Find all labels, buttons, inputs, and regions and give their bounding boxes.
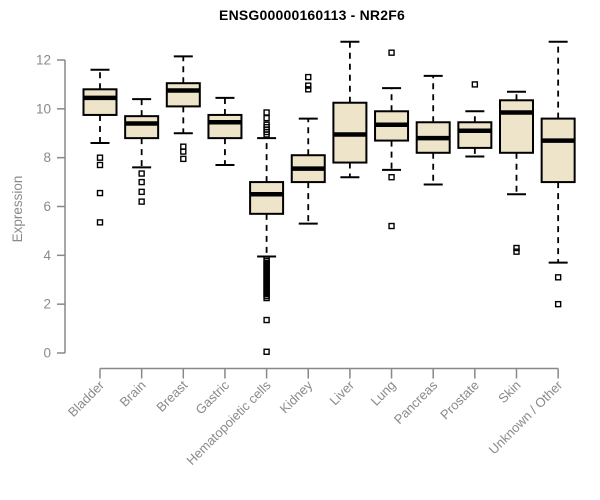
outlier-point <box>180 148 187 155</box>
outlier-point <box>263 131 270 138</box>
y-tick-label: 2 <box>43 297 51 312</box>
y-axis: 0 2 4 6 8 10 12 <box>36 53 66 361</box>
outlier-point <box>263 109 270 116</box>
boxplot-box <box>499 90 534 255</box>
outlier-point <box>513 248 520 255</box>
boxplot-box <box>124 98 160 205</box>
boxplot-box <box>165 55 201 163</box>
boxplot-box <box>332 40 368 179</box>
outlier-point <box>96 161 104 169</box>
outlier-point <box>138 188 145 196</box>
outlier-point <box>513 244 520 252</box>
outlier-point <box>263 348 270 355</box>
x-axis-label: Skin <box>495 378 523 406</box>
iqr-box <box>540 117 576 184</box>
outlier-point <box>263 316 270 324</box>
x-axis-label: Unknown / Other <box>486 377 566 457</box>
boxplot-box <box>374 49 410 230</box>
boxplot-box <box>540 40 576 308</box>
outlier-point <box>263 294 270 302</box>
iqr-box <box>207 113 243 140</box>
outlier-point <box>305 73 312 81</box>
chart-title: ENSG00000160113 - NR2F6 <box>219 7 405 23</box>
outlier-point <box>388 49 395 56</box>
y-tick-label: 10 <box>36 101 51 116</box>
y-tick-label: 0 <box>43 346 51 361</box>
boxplot-box <box>415 74 451 186</box>
outlier-point <box>96 154 104 161</box>
iqr-box <box>457 121 493 149</box>
iqr-box <box>124 115 160 140</box>
iqr-box <box>82 88 118 116</box>
boxplot-box <box>457 81 493 158</box>
outlier-point <box>263 114 270 122</box>
x-axis-label: Prostate <box>437 378 482 423</box>
iqr-box <box>165 82 201 108</box>
iqr-box <box>499 99 534 154</box>
outlier-point <box>388 222 395 230</box>
outlier-point <box>388 173 395 181</box>
y-tick-label: 8 <box>43 150 51 165</box>
outlier-point <box>305 86 312 93</box>
outlier-point <box>96 219 104 226</box>
x-axis-label: Brain <box>117 378 149 410</box>
x-axis-label: Breast <box>153 377 190 414</box>
outlier-point <box>138 198 145 205</box>
outlier-point <box>471 81 479 88</box>
x-axis-label: Lung <box>368 378 399 409</box>
x-axis-label: Bladder <box>65 377 108 420</box>
x-axis-label: Gastric <box>192 377 232 417</box>
outlier-point <box>96 189 104 197</box>
y-tick-label: 4 <box>43 248 51 263</box>
outlier-point <box>138 170 145 177</box>
outlier-point <box>305 82 312 89</box>
outlier-point <box>554 274 562 281</box>
x-axis-label: Liver <box>326 377 357 408</box>
y-tick-label: 12 <box>36 53 51 68</box>
y-tick-label: 6 <box>43 199 51 214</box>
outlier-point <box>180 155 187 163</box>
x-axis-label: Pancreas <box>391 377 441 427</box>
outlier-point <box>554 300 562 308</box>
boxplot-box <box>82 68 118 226</box>
y-axis-title: Expression <box>10 175 25 243</box>
boxplot-box <box>290 73 326 225</box>
iqr-box <box>249 181 285 215</box>
boxplot-box <box>207 96 243 166</box>
boxplot-box <box>249 109 285 355</box>
outlier-point <box>138 178 145 186</box>
x-axis-label: Kidney <box>277 377 316 416</box>
